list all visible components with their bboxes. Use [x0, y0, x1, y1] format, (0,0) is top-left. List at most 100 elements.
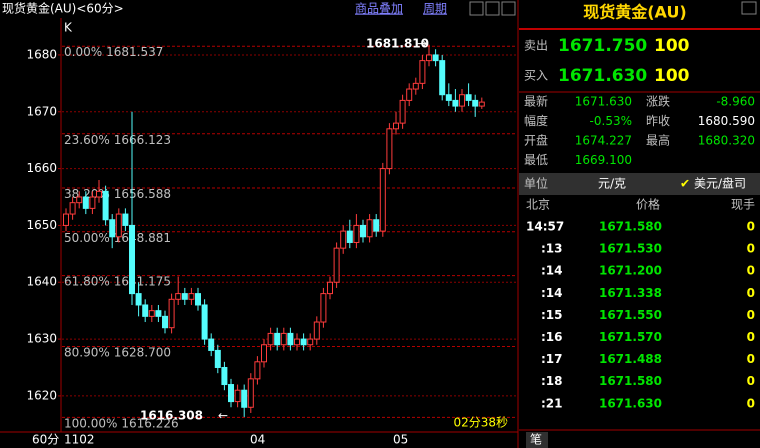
y-tick-label: 1630: [26, 332, 57, 346]
candle-body: [333, 247, 340, 283]
fib-label: 80.90% 1628.700: [64, 345, 171, 359]
toolbar-icons[interactable]: [469, 1, 516, 16]
unit-value: 元/克: [598, 177, 626, 191]
tick-price: 1671.580: [599, 374, 662, 388]
candle-body: [300, 338, 307, 346]
candle-body: [208, 338, 215, 351]
overlay-button[interactable]: 商品叠加: [355, 1, 403, 16]
candle-body: [327, 281, 333, 295]
stat-value: 1680.320: [698, 134, 755, 148]
candle-body: [254, 361, 261, 380]
tick-header: 北京: [526, 198, 550, 212]
fib-price: 1666.123: [114, 132, 171, 146]
unit-option[interactable]: 美元/盘司: [694, 176, 746, 191]
candle-body: [195, 293, 201, 306]
candle-body: [406, 88, 413, 101]
arrow: →: [417, 37, 427, 51]
candle-body: [162, 315, 168, 329]
candle-body: [307, 338, 314, 346]
tick-time: :15: [541, 308, 563, 322]
candle-body: [366, 219, 373, 238]
fib-label: 0.00% 1681.537: [64, 45, 163, 59]
candle-body: [181, 293, 188, 300]
x-label: 05: [393, 433, 408, 447]
candle-body: [346, 230, 353, 243]
tick-volume: 0: [747, 330, 755, 344]
tick-volume: 0: [747, 374, 755, 388]
tick-header: 价格: [636, 197, 660, 212]
candle-body: [102, 190, 109, 221]
candle-body: [294, 338, 300, 346]
candle-body: [129, 224, 135, 295]
check[interactable]: ✔: [680, 177, 690, 191]
stat-label: 最高: [646, 133, 670, 148]
y-tick-label: 1650: [26, 218, 57, 232]
stat-label: 开盘: [524, 133, 548, 148]
candle-body: [155, 310, 162, 317]
fib-price: 1648.881: [114, 230, 171, 244]
candle-body: [247, 378, 254, 408]
candle-body: [261, 344, 267, 363]
y-tick-label: 1620: [26, 388, 57, 402]
tick-time: :18: [541, 374, 563, 388]
stat-label: 最低: [524, 153, 548, 167]
buy-price: 1671.630: [558, 66, 647, 86]
candle-body: [109, 219, 116, 238]
tick-time: :21: [541, 396, 563, 410]
fib-price: 1656.588: [114, 186, 171, 200]
candle-body: [221, 366, 228, 386]
candle-body: [426, 54, 432, 62]
tick-header: 现手: [731, 198, 755, 212]
tab-label[interactable]: 笔: [530, 432, 542, 447]
fib-price: 1628.700: [114, 345, 171, 359]
tick-time: :13: [541, 242, 563, 256]
low-label: 1616.308: [140, 409, 203, 423]
tick-price: 1671.570: [599, 330, 662, 344]
stat-label: 昨收: [646, 114, 670, 128]
candle-body: [360, 224, 366, 238]
candle-body: [280, 332, 287, 346]
candle-body: [445, 94, 452, 101]
chart-label: K: [64, 21, 73, 35]
tick-price: 1671.530: [599, 242, 662, 256]
fib-level: 50.00%: [64, 230, 110, 244]
tick-volume: 0: [747, 308, 755, 322]
stat-value: -8.960: [716, 95, 755, 109]
arrow: ←: [218, 409, 228, 423]
tab[interactable]: [526, 432, 548, 448]
candle-body: [63, 213, 69, 226]
candle-body: [386, 128, 393, 170]
tick-time: :16: [541, 330, 563, 344]
fib-price: 1681.537: [106, 45, 163, 59]
period-button[interactable]: 周期: [423, 2, 447, 16]
stat-value: 1669.100: [575, 153, 632, 167]
panel-icons[interactable]: [741, 1, 757, 15]
candle-body: [439, 60, 446, 96]
fib-label: 50.00% 1648.881: [64, 230, 171, 244]
y-tick-label: 1660: [26, 161, 57, 175]
candle-body: [76, 196, 83, 204]
candle-body: [188, 293, 195, 300]
tick-price: 1671.200: [599, 264, 662, 278]
candle-body: [175, 293, 182, 300]
tick-volume: 0: [747, 396, 755, 410]
candle-body: [267, 332, 274, 346]
candle-body: [459, 94, 465, 107]
tick-price: 1671.338: [599, 286, 662, 300]
candle-body: [320, 293, 327, 323]
candle-body: [115, 213, 122, 238]
candle-body: [274, 332, 281, 346]
period-label: 60分: [32, 433, 59, 447]
fib-price: 1641.175: [114, 274, 171, 288]
fib-label: 100.00% 1616.226: [64, 416, 179, 430]
candle-body: [419, 60, 426, 84]
fib-level: 80.90%: [64, 345, 110, 359]
tick-price: 1671.550: [599, 308, 662, 322]
candle-body: [478, 101, 485, 107]
countdown: 02分38秒: [453, 416, 508, 430]
tick-volume: 0: [747, 242, 755, 256]
fib-label: 61.80% 1641.175: [64, 274, 171, 288]
x-label: 1102: [64, 433, 95, 447]
quote-title: 现货黄金(AU): [583, 3, 687, 22]
